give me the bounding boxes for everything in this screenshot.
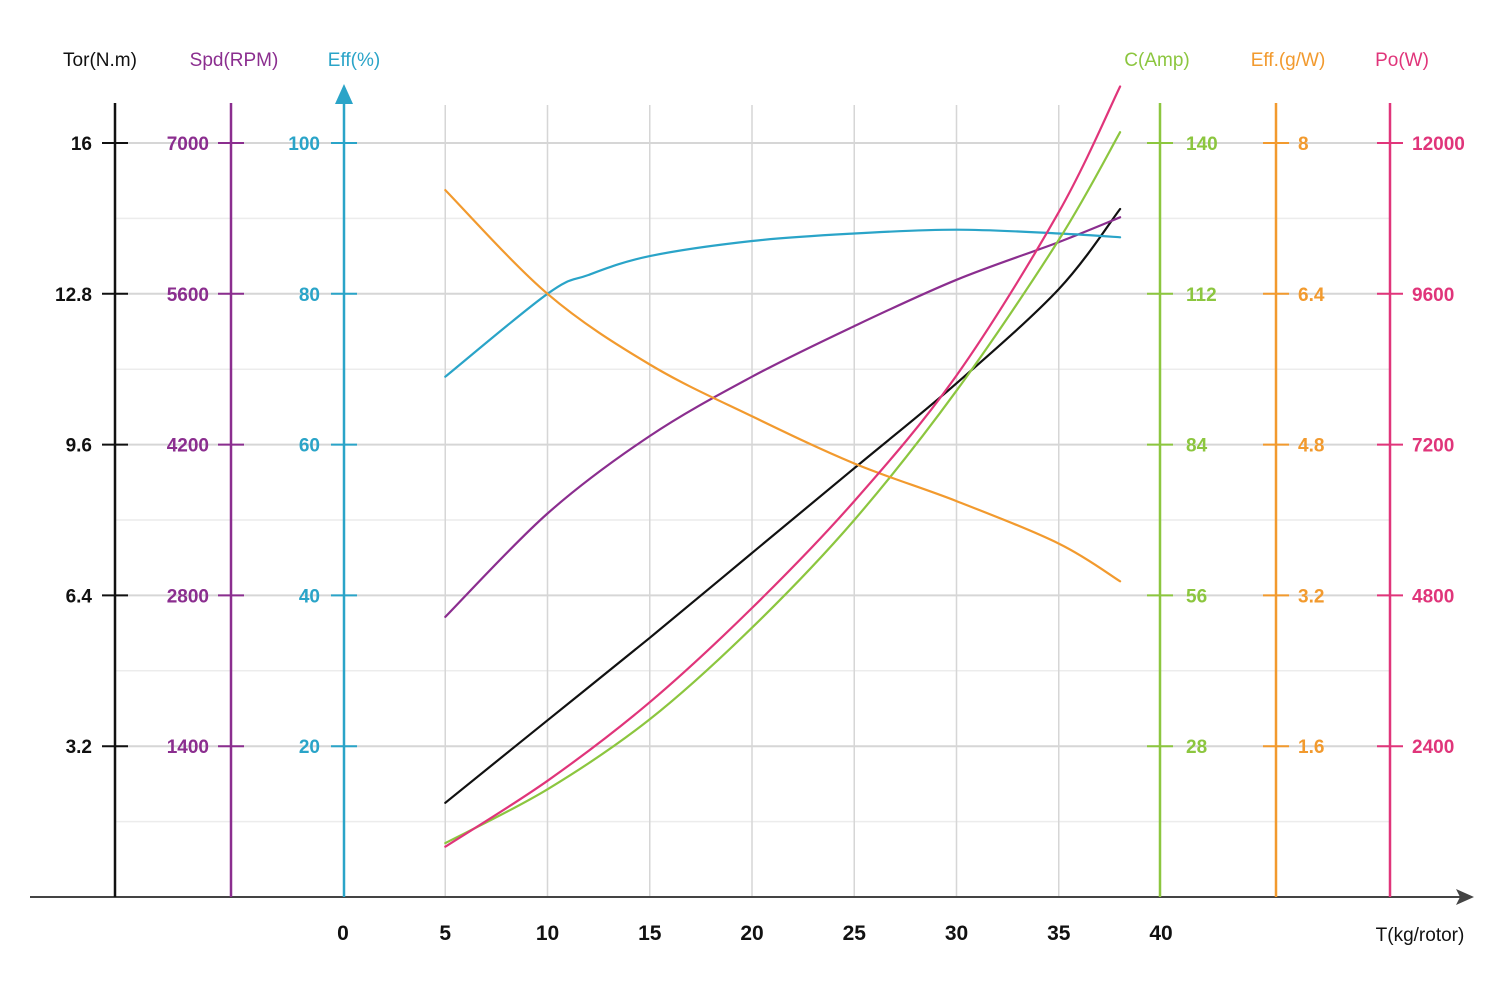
tick-label-spd: 5600 bbox=[167, 285, 209, 306]
tick-label-effg: 3.2 bbox=[1298, 586, 1324, 607]
tick-label-pow: 12000 bbox=[1412, 134, 1465, 155]
tick-label-tor: 12.8 bbox=[55, 285, 92, 306]
tick-label-pow: 9600 bbox=[1412, 285, 1454, 306]
axis-title-pow: Po(W) bbox=[1375, 50, 1429, 71]
tick-label-spd: 7000 bbox=[167, 134, 209, 155]
tick-label-pow: 2400 bbox=[1412, 737, 1454, 758]
x-tick-label: 40 bbox=[1149, 922, 1172, 945]
axis-title-spd: Spd(RPM) bbox=[190, 50, 279, 71]
series-line-tor bbox=[444, 207, 1122, 804]
axes bbox=[30, 84, 1474, 905]
x-tick-label: 0 bbox=[337, 922, 349, 945]
grid bbox=[115, 105, 1390, 897]
x-tick-label: 25 bbox=[843, 922, 867, 945]
tick-label-cur: 84 bbox=[1186, 436, 1208, 457]
tick-label-effg: 1.6 bbox=[1298, 737, 1324, 758]
x-tick-label: 15 bbox=[638, 922, 662, 945]
tick-label-cur: 112 bbox=[1186, 285, 1217, 306]
tick-label-pow: 7200 bbox=[1412, 436, 1454, 457]
tick-label-tor: 6.4 bbox=[66, 586, 93, 607]
tick-label-spd: 2800 bbox=[167, 586, 209, 607]
series-line-spd bbox=[444, 216, 1122, 618]
series-line-pow bbox=[444, 85, 1122, 848]
axis-title-effg: Eff.(g/W) bbox=[1251, 50, 1326, 71]
x-tick-label: 5 bbox=[439, 922, 451, 945]
tick-label-eff: 60 bbox=[299, 436, 320, 457]
tick-label-tor: 9.6 bbox=[66, 436, 92, 457]
x-tick-label: 20 bbox=[740, 922, 763, 945]
tick-label-spd: 4200 bbox=[167, 436, 209, 457]
series-line-cur bbox=[444, 131, 1122, 845]
tick-label-effg: 6.4 bbox=[1298, 285, 1325, 306]
tick-label-eff: 40 bbox=[299, 586, 320, 607]
tick-label-tor: 16 bbox=[71, 134, 92, 155]
x-axis-arrow-icon bbox=[1456, 889, 1474, 905]
axis-title-cur: C(Amp) bbox=[1124, 50, 1189, 71]
tick-label-eff: 100 bbox=[288, 134, 320, 155]
series-line-effg bbox=[444, 189, 1122, 583]
x-tick-label: 10 bbox=[536, 922, 559, 945]
tick-label-effg: 8 bbox=[1298, 134, 1309, 155]
tick-label-pow: 4800 bbox=[1412, 586, 1454, 607]
tick-label-cur: 56 bbox=[1186, 586, 1207, 607]
tick-label-effg: 4.8 bbox=[1298, 436, 1324, 457]
axis-title-eff: Eff(%) bbox=[328, 50, 380, 71]
tick-label-tor: 3.2 bbox=[66, 737, 92, 758]
labels: 0 5 10 15 20 25 30 35 40 T(kg/rotor) Tor(N.m) 3.2 6.… bbox=[55, 50, 1465, 946]
series-lines bbox=[444, 85, 1122, 848]
eff-axis-arrow-icon bbox=[335, 84, 353, 104]
tick-label-cur: 28 bbox=[1186, 737, 1207, 758]
x-axis-title: T(kg/rotor) bbox=[1376, 925, 1465, 946]
x-tick-label: 30 bbox=[945, 922, 968, 945]
tick-label-eff: 20 bbox=[299, 737, 320, 758]
tick-label-spd: 1400 bbox=[167, 737, 209, 758]
tick-label-cur: 140 bbox=[1186, 134, 1218, 155]
tick-label-eff: 80 bbox=[299, 285, 320, 306]
series-line-eff bbox=[444, 228, 1122, 378]
x-tick-label: 35 bbox=[1047, 922, 1071, 945]
axis-title-tor: Tor(N.m) bbox=[63, 50, 137, 71]
